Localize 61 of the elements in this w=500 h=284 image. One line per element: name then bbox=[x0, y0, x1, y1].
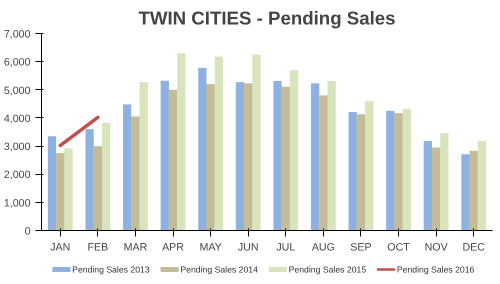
bar bbox=[244, 83, 252, 230]
bar bbox=[94, 146, 102, 230]
bar bbox=[198, 68, 206, 230]
x-tick-label: MAY bbox=[199, 242, 222, 254]
chart-title: TWIN CITIES - Pending Sales bbox=[138, 8, 396, 28]
bar bbox=[282, 86, 290, 230]
y-tick-label: 2,000 bbox=[4, 169, 31, 182]
bar bbox=[328, 81, 336, 230]
x-tick-label: SEP bbox=[350, 242, 372, 254]
bar bbox=[478, 141, 486, 230]
bar bbox=[356, 114, 366, 230]
bar bbox=[402, 108, 411, 230]
x-tick-label: APR bbox=[162, 242, 184, 254]
bar bbox=[461, 154, 470, 230]
bar bbox=[432, 147, 440, 230]
legend-label: Pending Sales 2013 bbox=[72, 264, 150, 274]
bar bbox=[214, 56, 224, 230]
bar bbox=[470, 150, 478, 230]
legend-label: Pending Sales 2016 bbox=[396, 264, 475, 274]
bar bbox=[273, 81, 282, 230]
y-tick-label: 4,000 bbox=[4, 112, 31, 125]
y-tick-label: 0 bbox=[24, 226, 31, 238]
y-tick-label: 5,000 bbox=[4, 84, 31, 97]
bar bbox=[140, 82, 148, 230]
bar bbox=[236, 82, 244, 230]
bar bbox=[48, 136, 56, 230]
x-tick-label: NOV bbox=[424, 242, 449, 254]
x-tick-label: JUN bbox=[238, 242, 259, 254]
x-tick-label: OCT bbox=[387, 242, 410, 254]
x-tick-label: DEC bbox=[462, 242, 486, 254]
x-tick-label: AUG bbox=[312, 242, 335, 254]
bar bbox=[394, 113, 403, 230]
bar bbox=[365, 101, 374, 230]
x-tick-label: FEB bbox=[88, 242, 108, 254]
bar bbox=[290, 70, 298, 230]
bar bbox=[85, 129, 94, 230]
bar bbox=[160, 80, 169, 230]
bar bbox=[310, 83, 320, 230]
y-tick-label: 3,000 bbox=[4, 141, 31, 154]
bar bbox=[348, 112, 357, 230]
bar bbox=[123, 104, 132, 230]
bar bbox=[424, 141, 432, 230]
bar bbox=[206, 84, 215, 230]
legend-label: Pending Sales 2015 bbox=[288, 264, 366, 274]
bar bbox=[102, 122, 110, 230]
bar bbox=[177, 53, 186, 230]
bar bbox=[64, 148, 73, 230]
x-tick-label: JAN bbox=[50, 242, 70, 254]
bar bbox=[131, 116, 140, 230]
bar bbox=[386, 110, 394, 230]
y-tick-label: 6,000 bbox=[4, 56, 31, 69]
bar bbox=[56, 153, 64, 230]
x-tick-label: MAR bbox=[124, 242, 148, 254]
y-tick-label: 7,000 bbox=[4, 28, 31, 40]
bar bbox=[168, 90, 178, 230]
x-tick-label: JUL bbox=[276, 242, 296, 254]
bar bbox=[440, 133, 449, 230]
legend-label: Pending Sales 2014 bbox=[180, 264, 258, 274]
y-tick-label: 1,000 bbox=[4, 197, 31, 210]
bar bbox=[319, 95, 328, 230]
bar bbox=[252, 54, 261, 230]
